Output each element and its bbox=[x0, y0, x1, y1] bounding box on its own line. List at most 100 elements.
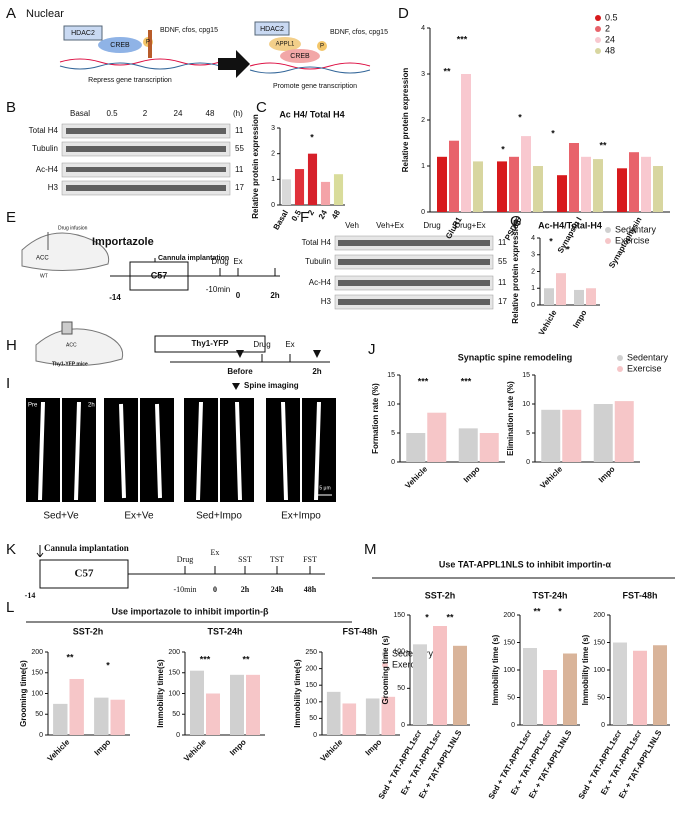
y-tick-label: 100 bbox=[393, 649, 405, 656]
row-label: Ac-H4 bbox=[309, 278, 332, 287]
bar bbox=[497, 161, 507, 212]
y-tick-label: 150 bbox=[305, 682, 317, 689]
label: CREB bbox=[290, 53, 310, 60]
legend-marker bbox=[617, 355, 623, 361]
brain-sketch bbox=[21, 232, 280, 291]
bar bbox=[581, 156, 591, 212]
significance: *** bbox=[457, 34, 468, 44]
significance: * bbox=[551, 128, 555, 138]
bar bbox=[593, 404, 613, 462]
label: HDAC2 bbox=[71, 30, 95, 37]
label: C57 bbox=[151, 270, 168, 280]
timeline bbox=[36, 545, 325, 589]
bar bbox=[190, 670, 204, 735]
x-tick-label: Impo bbox=[228, 737, 248, 757]
label: Drug bbox=[253, 340, 270, 349]
x-tick-label: Basal bbox=[272, 209, 290, 232]
label: -10min bbox=[173, 585, 196, 594]
bar bbox=[629, 152, 639, 212]
bar bbox=[574, 289, 584, 305]
y-tick-label: 200 bbox=[593, 612, 605, 619]
x-tick-label: Vehicle bbox=[46, 737, 72, 763]
y-axis-label: Relative protein expression bbox=[511, 219, 520, 324]
y-axis-label: Immobility time (s) bbox=[491, 634, 500, 705]
legend-label: 24 bbox=[605, 34, 615, 44]
x-tick-label: Vehicle bbox=[319, 737, 345, 763]
panel-letter: F bbox=[300, 209, 309, 226]
label: Repress gene transcription bbox=[88, 77, 172, 84]
significance: * bbox=[518, 112, 522, 122]
mw: 17 bbox=[235, 183, 244, 192]
bar bbox=[246, 674, 260, 735]
spine-images bbox=[26, 398, 336, 502]
brain-sketch bbox=[35, 321, 330, 366]
label: Drug infusion bbox=[58, 225, 88, 231]
lane-unit: (h) bbox=[233, 109, 243, 118]
legend-marker bbox=[617, 366, 623, 372]
x-tick-label: 48 bbox=[330, 208, 343, 221]
bar bbox=[406, 433, 426, 462]
bar bbox=[593, 159, 603, 212]
y-tick-label: 150 bbox=[168, 670, 180, 677]
y-tick-label: 2 bbox=[421, 117, 425, 124]
y-tick-label: 50 bbox=[35, 711, 43, 718]
bar bbox=[562, 409, 582, 462]
chart-title: Synaptic spine remodeling bbox=[458, 352, 573, 362]
y-tick-label: 100 bbox=[593, 667, 605, 674]
significance: * bbox=[566, 244, 570, 254]
y-tick-label: 0 bbox=[526, 459, 530, 466]
label: 0 bbox=[213, 585, 217, 594]
bar bbox=[320, 181, 331, 205]
label: TST bbox=[270, 555, 284, 564]
mw: 17 bbox=[498, 297, 507, 306]
bar bbox=[69, 678, 84, 735]
label: Thy1-YFP bbox=[192, 339, 230, 348]
significance: *** bbox=[461, 376, 472, 386]
y-tick-label: 100 bbox=[503, 667, 515, 674]
bar bbox=[230, 674, 244, 735]
x-tick-label: Impo bbox=[364, 737, 384, 757]
significance: *** bbox=[418, 376, 429, 386]
label: Ex bbox=[211, 548, 220, 557]
x-tick-label: Impo bbox=[571, 308, 588, 329]
blot bbox=[334, 235, 494, 310]
label: Ex+Impo bbox=[281, 511, 321, 522]
y-tick-label: 50 bbox=[172, 711, 180, 718]
lane-label: Basal bbox=[70, 109, 90, 118]
label: 48h bbox=[304, 585, 317, 594]
y-tick-label: 3 bbox=[271, 125, 275, 132]
bar bbox=[449, 140, 459, 212]
x-tick-label: Vehicle bbox=[403, 464, 429, 490]
bar bbox=[653, 166, 663, 212]
legend-label: Exercise bbox=[392, 659, 427, 669]
label: C57 bbox=[75, 568, 94, 580]
label: Ex bbox=[285, 340, 294, 349]
row-label: H3 bbox=[321, 297, 332, 306]
label: -14 bbox=[25, 591, 36, 600]
schematic-right bbox=[249, 21, 371, 74]
bar bbox=[614, 401, 634, 462]
y-tick-label: 200 bbox=[168, 649, 180, 656]
bar bbox=[543, 670, 557, 725]
bar bbox=[342, 703, 357, 735]
x-tick-label: Vehicle bbox=[182, 737, 208, 763]
panel-letter: M bbox=[364, 541, 377, 558]
lane-label: Veh bbox=[345, 221, 359, 230]
y-tick-label: 100 bbox=[305, 699, 317, 706]
label: 2h bbox=[241, 585, 250, 594]
bar bbox=[541, 409, 561, 462]
legend-marker bbox=[595, 37, 601, 43]
label: ACC bbox=[66, 342, 77, 348]
chart-title: SST-2h bbox=[73, 626, 104, 636]
legend-label: Sedentary bbox=[615, 224, 657, 234]
bar bbox=[479, 433, 499, 462]
bar bbox=[453, 645, 467, 725]
bar bbox=[523, 648, 537, 725]
bar bbox=[473, 161, 483, 212]
y-axis-label: Immobility time (s) bbox=[581, 634, 590, 705]
bar bbox=[413, 644, 427, 725]
label: SST bbox=[238, 555, 252, 564]
row-label: Tubulin bbox=[32, 144, 58, 153]
y-axis-label: Grooming time (s) bbox=[381, 635, 390, 704]
bar bbox=[509, 156, 519, 212]
